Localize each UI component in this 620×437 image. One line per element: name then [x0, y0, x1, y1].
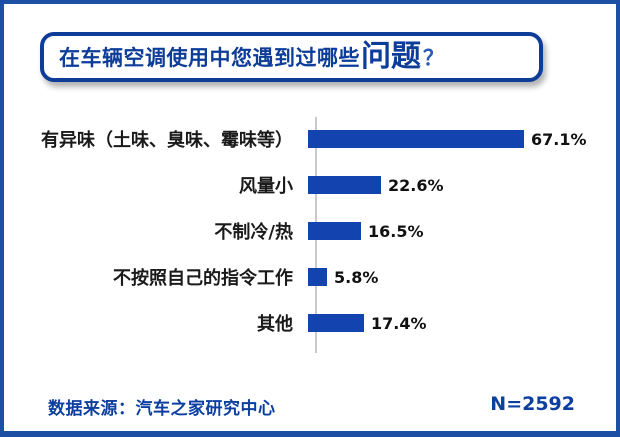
bar-area: 17.4% — [308, 314, 427, 333]
chart-row: 不按照自己的指令工作 5.8% — [0, 254, 620, 300]
category-label: 不制冷/热 — [214, 222, 293, 243]
category-label: 其他 — [257, 314, 293, 335]
value-label: 17.4% — [371, 313, 427, 333]
value-label: 5.8% — [334, 267, 379, 287]
value-label: 67.1% — [531, 129, 587, 149]
category-label: 有异味（土味、臭味、霉味等） — [41, 130, 293, 151]
chart-row: 其他 17.4% — [0, 300, 620, 346]
title-text: 在车辆空调使用中您遇到过哪些 — [59, 46, 360, 70]
category-label: 不按照自己的指令工作 — [113, 268, 293, 289]
bar — [308, 176, 381, 194]
category-label: 风量小 — [239, 176, 293, 197]
value-label: 22.6% — [388, 175, 444, 195]
chart-row: 有异味（土味、臭味、霉味等） 67.1% — [0, 116, 620, 162]
title-highlight: 问题 — [361, 39, 421, 74]
bar-area: 67.1% — [308, 130, 587, 149]
bar-area: 22.6% — [308, 176, 444, 195]
chart-title-box: 在车辆空调使用中您遇到过哪些 问题？ — [40, 32, 543, 82]
bar — [308, 130, 524, 148]
value-label: 16.5% — [368, 221, 424, 241]
bar-chart: 有异味（土味、臭味、霉味等） 67.1% 风量小 22.6% 不制冷/热 16.… — [0, 116, 620, 346]
bar — [308, 268, 327, 286]
title-question-mark: ？ — [423, 46, 444, 70]
bar-area: 5.8% — [308, 268, 378, 287]
data-source: 数据来源：汽车之家研究中心 — [48, 399, 276, 419]
sample-size: N=2592 — [490, 393, 575, 415]
bar-area: 16.5% — [308, 222, 424, 241]
bar — [308, 222, 361, 240]
chart-row: 风量小 22.6% — [0, 162, 620, 208]
chart-row: 不制冷/热 16.5% — [0, 208, 620, 254]
bar — [308, 314, 364, 332]
